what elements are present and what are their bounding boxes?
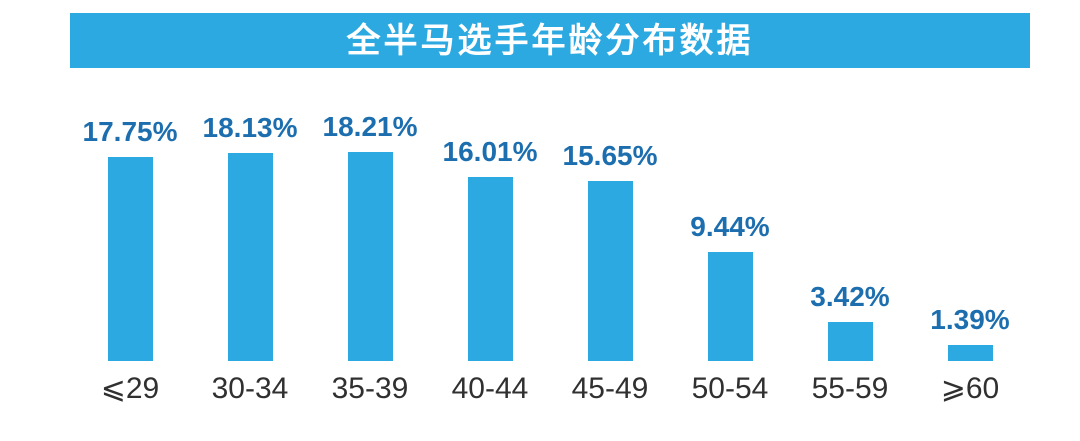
bar-value-label: 1.39% bbox=[930, 304, 1010, 335]
bar-column: 18.21% bbox=[310, 90, 430, 361]
bar-column: 9.44% bbox=[670, 90, 790, 361]
bar-value-label: 18.13% bbox=[202, 112, 298, 143]
bar-value-label: 3.42% bbox=[810, 281, 890, 312]
x-axis-label: 30-34 bbox=[211, 372, 289, 405]
bar-column: 18.13% bbox=[190, 90, 310, 361]
bar-value-label: 16.01% bbox=[442, 136, 538, 167]
x-axis-label: 40-44 bbox=[451, 372, 529, 405]
bar-value-label: 18.21% bbox=[322, 111, 418, 142]
chart-title: 全半马选手年龄分布数据 bbox=[346, 21, 754, 60]
bar-plot-area: 17.75% 18.13% 18.21% 16.01% 15.65% 9.44% 3.42%… bbox=[70, 90, 1030, 361]
x-axis-label: 45-49 bbox=[571, 372, 649, 405]
x-axis-label: ⩾60 bbox=[940, 372, 1000, 405]
bar bbox=[227, 153, 273, 361]
bar-value-label: 15.65% bbox=[562, 140, 658, 171]
bar bbox=[947, 345, 993, 361]
bar bbox=[107, 157, 153, 361]
bar-column: 17.75% bbox=[70, 90, 190, 361]
bar-value-label: 9.44% bbox=[690, 211, 770, 242]
bar-column: 15.65% bbox=[550, 90, 670, 361]
bar-value-label: 17.75% bbox=[82, 116, 178, 147]
bar-column: 3.42% bbox=[790, 90, 910, 361]
x-axis-labels: ⩽29 30-34 35-39 40-44 45-49 50-54 55-59 ⩾60 bbox=[70, 372, 1030, 405]
bar bbox=[827, 322, 873, 361]
x-axis-label: ⩽29 bbox=[100, 372, 160, 405]
bar bbox=[347, 152, 393, 361]
x-axis-label: 55-59 bbox=[811, 372, 889, 405]
x-axis-label: 50-54 bbox=[691, 372, 769, 405]
bar bbox=[707, 252, 753, 361]
x-axis-label: 35-39 bbox=[331, 372, 409, 405]
bar bbox=[587, 181, 633, 361]
bar bbox=[467, 177, 513, 361]
bar-column: 1.39% bbox=[910, 90, 1030, 361]
bar-column: 16.01% bbox=[430, 90, 550, 361]
chart-title-banner: 全半马选手年龄分布数据 bbox=[70, 13, 1030, 68]
